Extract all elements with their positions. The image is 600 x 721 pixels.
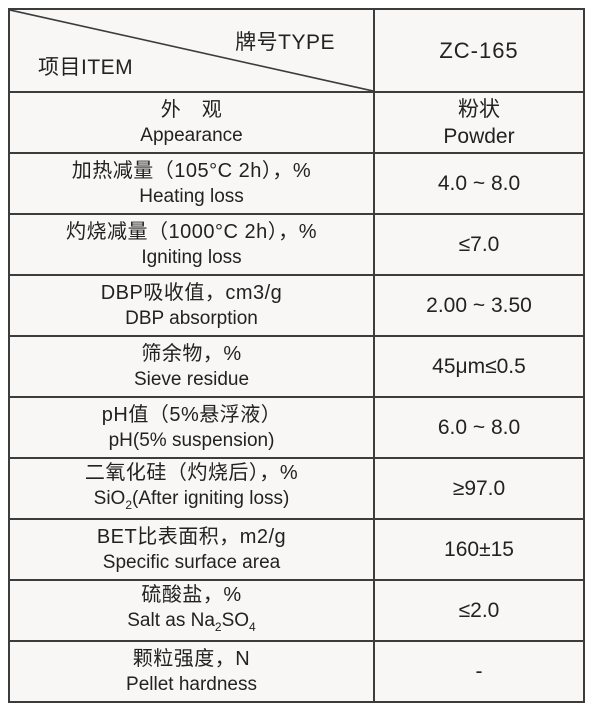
header-type-label: 牌号TYPE [235,31,335,54]
value-cell: ≥97.0 [373,459,583,518]
diagonal-line [10,10,373,91]
item-label-en: Heating loss [139,186,244,207]
item-label-en: Specific surface area [102,552,281,573]
item-value: 45μm≤0.5 [432,355,526,378]
value-cell: 160±15 [373,520,583,579]
item-cell: BET比表面积，m2/g Specific surface area [10,520,373,579]
header-item-label: 项目ITEM [38,56,134,79]
spec-row-sulfate: 硫酸盐，% Salt as Na2SO4 ≤2.0 [10,579,583,640]
item-value: - [475,660,483,683]
item-cell: 筛余物，% Sieve residue [10,337,373,396]
item-cell: 加热减量（105°C 2h），% Heating loss [10,154,373,213]
item-label-cn: 筛余物，% [141,343,242,365]
item-value: 粉状 Powder [443,97,515,148]
value-cell: 粉状 Powder [373,93,583,152]
value-cell: 6.0 ~ 8.0 [373,398,583,457]
item-value: ≤7.0 [458,233,500,256]
item-value: 160±15 [444,538,514,561]
item-label-en: pH(5% suspension) [108,430,275,451]
grade-label: ZC-165 [439,37,519,63]
item-label-en: Pellet hardness [126,674,257,695]
item-label-en: Appearance [140,125,243,146]
item-value: 2.00 ~ 3.50 [426,294,532,317]
item-label-en: Igniting loss [141,247,242,268]
item-cell: 颗粒强度，N Pellet hardness [10,642,373,701]
item-cell: 外 观 Appearance [10,93,373,152]
value-cell: ≤2.0 [373,581,583,640]
item-label-en: Sieve residue [133,369,250,390]
item-label-cn: pH值（5%悬浮液） [101,404,282,426]
item-label-cn: 二氧化硅（灼烧后），% [84,461,299,484]
value-cell: 2.00 ~ 3.50 [373,276,583,335]
value-cell: ≤7.0 [373,215,583,274]
item-cell: pH值（5%悬浮液） pH(5% suspension) [10,398,373,457]
value-cell: - [373,642,583,701]
spec-row-ph: pH值（5%悬浮液） pH(5% suspension) 6.0 ~ 8.0 [10,396,583,457]
item-cell: DBP吸收值，cm3/g DBP absorption [10,276,373,335]
spec-row-sio2-content: 二氧化硅（灼烧后），% SiO2(After igniting loss) ≥9… [10,457,583,518]
header-grade-cell: ZC-165 [373,10,583,91]
spec-row-igniting-loss: 灼烧减量（1000°C 2h），% Igniting loss ≤7.0 [10,213,583,274]
item-value: 4.0 ~ 8.0 [437,172,521,195]
item-value: ≤2.0 [458,599,500,622]
spec-row-sieve-residue: 筛余物，% Sieve residue 45μm≤0.5 [10,335,583,396]
spec-row-specific-surface-area: BET比表面积，m2/g Specific surface area 160±1… [10,518,583,579]
item-label-cn: 加热减量（105°C 2h），% [71,160,312,182]
item-label-cn: 外 观 [160,99,223,121]
item-label-cn: BET比表面积，m2/g [96,526,287,548]
item-label-cn: 硫酸盐，% [141,583,242,606]
item-label-en: DBP absorption [125,308,258,329]
item-label-cn: 颗粒强度，N [132,648,251,670]
spec-row-pellet-hardness: 颗粒强度，N Pellet hardness - [10,640,583,701]
spec-row-appearance: 外 观 Appearance 粉状 Powder [10,91,583,152]
header-diagonal-cell: 牌号TYPE 项目ITEM [10,10,373,91]
item-label-cn: 灼烧减量（1000°C 2h），% [65,221,318,243]
value-cell: 4.0 ~ 8.0 [373,154,583,213]
spec-row-dbp-absorption: DBP吸收值，cm3/g DBP absorption 2.00 ~ 3.50 [10,274,583,335]
item-cell: 硫酸盐，% Salt as Na2SO4 [10,581,373,640]
item-value: ≥97.0 [452,477,506,500]
item-label-en: SiO2(After igniting loss) [93,487,290,512]
item-label-cn: DBP吸收值，cm3/g [100,282,283,304]
spec-table: 牌号TYPE 项目ITEM ZC-165 外 观 Appearance 粉状 P… [8,8,585,703]
spec-row-heating-loss: 加热减量（105°C 2h），% Heating loss 4.0 ~ 8.0 [10,152,583,213]
value-cell: 45μm≤0.5 [373,337,583,396]
item-cell: 二氧化硅（灼烧后），% SiO2(After igniting loss) [10,459,373,518]
item-label-en: Salt as Na2SO4 [127,609,256,634]
item-value: 6.0 ~ 8.0 [437,416,521,439]
item-cell: 灼烧减量（1000°C 2h），% Igniting loss [10,215,373,274]
header-row: 牌号TYPE 项目ITEM ZC-165 [10,10,583,91]
